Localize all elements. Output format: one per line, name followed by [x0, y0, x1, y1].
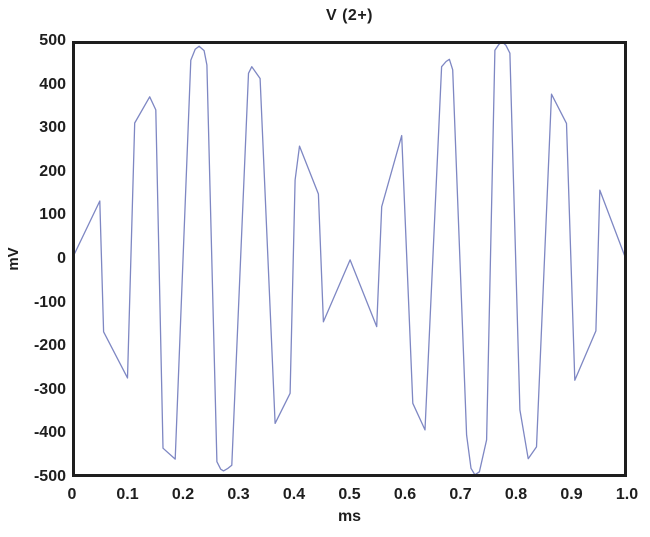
x-tick-label: 0.3	[227, 486, 250, 503]
x-tick-label: 0.9	[560, 486, 583, 503]
y-tick-label: 0	[57, 250, 66, 267]
x-tick-label: 0.4	[282, 486, 306, 503]
y-tick-label: -200	[33, 337, 66, 355]
x-tick-label: 0.7	[449, 486, 472, 503]
y-tick-label: -500	[33, 468, 66, 485]
x-tick-label: 0	[67, 486, 77, 503]
x-tick-label: 0.8	[504, 486, 528, 503]
y-tick-label: -300	[33, 380, 66, 398]
y-tick-label: -400	[33, 424, 66, 442]
y-axis-label: mV	[5, 247, 22, 271]
x-tick-label: 1.0	[615, 486, 639, 503]
x-tick-label: 0.2	[171, 486, 195, 503]
y-tick-label: 300	[39, 119, 66, 137]
x-tick-label: 0.5	[338, 486, 361, 503]
x-tick-label: 0.6	[393, 486, 417, 503]
y-tick-label: 400	[39, 75, 66, 93]
y-tick-label: 200	[39, 162, 66, 180]
x-axis-label: ms	[337, 508, 362, 525]
y-tick-label: 100	[39, 206, 66, 224]
chart-title: V (2+)	[325, 7, 373, 24]
plot-svg	[72, 41, 627, 477]
x-tick-label: 0.1	[116, 486, 139, 503]
waveform-line	[72, 41, 627, 476]
plot-border	[72, 41, 627, 477]
y-tick-label: -100	[33, 293, 66, 311]
y-tick-label: 500	[39, 32, 66, 49]
